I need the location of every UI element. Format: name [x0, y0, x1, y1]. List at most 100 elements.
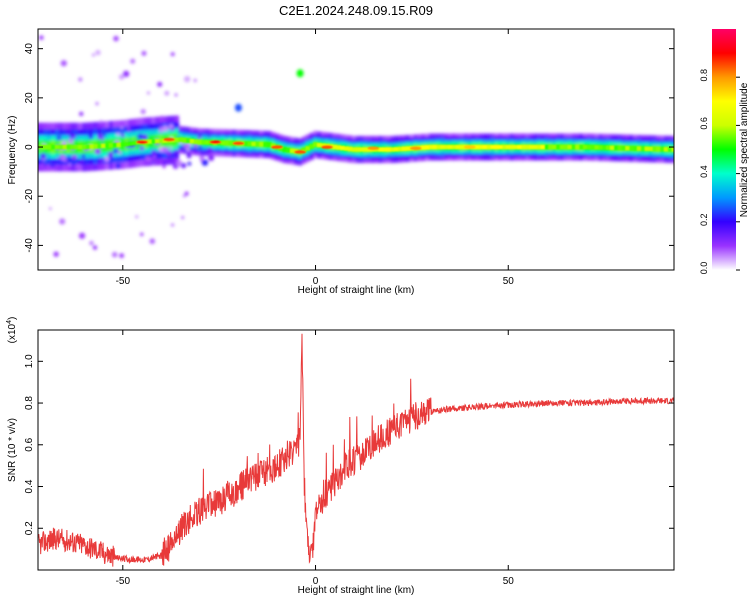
heatmap-ridge-cell	[590, 145, 596, 150]
heatmap-hotspot	[463, 145, 476, 149]
heatmap-noise-blob	[141, 50, 147, 56]
heatmap-noise-blob	[135, 215, 139, 219]
heatmap-hotspot	[490, 145, 503, 149]
heatmap-noise-blob	[69, 134, 74, 139]
heatmap-ridge-cell	[359, 147, 365, 152]
heatmap-ridge-cell	[81, 144, 87, 150]
heatmap-ridge-cell	[355, 147, 361, 152]
heatmap-noise-blob	[176, 161, 182, 167]
heatmap-noise-blob	[40, 152, 47, 160]
heatmap-ridge-cell	[174, 137, 180, 143]
heatmap-ridge-cell	[108, 143, 114, 148]
heatmap-noise-blob	[157, 151, 161, 155]
heatmap-noise-blob	[186, 153, 192, 159]
heatmap-noise-blob	[65, 156, 73, 163]
heatmap-noise-blob	[50, 162, 54, 166]
colorbar-tick-label: 0.6	[699, 117, 709, 130]
heatmap-ridge-cell	[228, 140, 234, 146]
heatmap-ridge-cell	[58, 144, 64, 150]
heatmap-noise-blob	[208, 136, 211, 139]
heatmap-noise-blob	[180, 145, 184, 149]
heatmap-ridge-cell	[559, 144, 565, 150]
heatmap-noise-blob	[171, 223, 174, 227]
snr-ylabel: SNR (10 * v/v)	[7, 418, 18, 482]
spectrogram-frame	[37, 28, 675, 271]
heatmap-noise-blob	[54, 159, 60, 164]
heatmap-ridge-cell	[85, 144, 91, 150]
heatmap-ridge-cell	[243, 141, 249, 146]
heatmap-ridge-cell	[101, 143, 106, 149]
heatmap-noise-blob	[172, 149, 180, 156]
heatmap-noise-blob	[60, 60, 67, 67]
heatmap-ridge-cell	[398, 146, 403, 152]
heatmap-noise-blob	[99, 158, 104, 163]
heatmap-ridge-cell	[124, 141, 129, 147]
heatmap-ridge-cell	[602, 145, 607, 150]
heatmap-noise-blob	[120, 133, 125, 138]
heatmap-ridge-cell	[390, 147, 395, 152]
heatmap-noise-blob	[81, 154, 86, 159]
heatmap-noise-blob	[113, 148, 119, 154]
heatmap-ridge-cell	[189, 138, 195, 144]
heatmap-noise-blob	[92, 245, 98, 250]
heatmap-noise-blob	[183, 75, 191, 83]
heatmap-noise-blob	[118, 74, 125, 80]
colorbar-gradient	[712, 29, 736, 270]
heatmap-ridge-cell	[548, 144, 553, 150]
heatmap-hotspot	[136, 140, 149, 144]
spectrogram-xtick-label: 50	[503, 276, 515, 287]
spectrogram-ticks: -50 0 50 -40 -20 0 20 40	[24, 29, 674, 287]
heatmap-noise-blob	[126, 127, 131, 132]
heatmap-isolated-feature	[234, 103, 242, 112]
heatmap-ridge-cell	[159, 138, 164, 144]
heatmap-ridge-cell	[347, 146, 353, 152]
heatmap-noise-blob	[95, 49, 101, 56]
heatmap-ridge-cell	[613, 145, 619, 151]
heatmap-ridge-cell	[625, 146, 631, 151]
figure-title: C2E1.2024.248.09.15.R09	[279, 3, 433, 18]
colorbar-label: Normalized spectral amplitude	[739, 82, 750, 217]
heatmap-ridge-cell	[656, 146, 661, 152]
spectrogram-ylabel: Frequency (Hz)	[7, 116, 18, 185]
heatmap-ridge-cell	[529, 144, 534, 150]
snr-xtick-label: 0	[313, 576, 319, 587]
heatmap-noise-blob	[116, 132, 120, 137]
heatmap-ridge-cell	[644, 146, 650, 151]
heatmap-ridge-cell	[617, 145, 623, 151]
heatmap-ridge-cell	[544, 144, 550, 150]
snr-series-line	[38, 333, 674, 567]
heatmap-ridge-cell	[401, 146, 407, 151]
heatmap-ridge-cell	[671, 147, 674, 152]
heatmap-ridge-cell	[667, 147, 673, 152]
heatmap-noise-blob	[152, 161, 155, 164]
heatmap-ridge-cell	[151, 139, 156, 144]
colorbar-tick-label: 0.0	[699, 262, 709, 275]
heatmap-ridge-cell	[336, 145, 341, 150]
heatmap-ridge-cell	[305, 146, 311, 151]
heatmap-noise-blob	[61, 140, 67, 146]
heatmap-ridge-cell	[525, 144, 530, 150]
heatmap-hotspot	[409, 146, 422, 151]
heatmap-ridge-cell	[394, 147, 399, 152]
heatmap-ridge-cell	[606, 145, 611, 150]
heatmap-ridge-cell	[286, 147, 291, 153]
heatmap-ridge-cell	[540, 144, 546, 150]
heatmap-ridge-cell	[54, 144, 60, 150]
heatmap-ridge-cell	[386, 147, 392, 152]
heatmap-noise-blob	[181, 216, 185, 219]
heatmap-ridge-cell	[105, 143, 110, 148]
heatmap-noise-blob	[94, 148, 101, 155]
heatmap-ridge-cell	[255, 141, 261, 147]
heatmap-ridge-cell	[486, 144, 492, 150]
heatmap-noise-blob	[89, 240, 94, 246]
snr-xtick-label: -50	[116, 576, 131, 587]
snr-ticks: -50 0 50 0.2 0.4 0.6 0.8 1.0	[24, 330, 674, 587]
heatmap-hotspot	[232, 141, 245, 146]
heatmap-ridge-cell	[178, 137, 183, 142]
heatmap-noise-blob	[78, 77, 83, 82]
heatmap-noise-blob	[68, 163, 72, 167]
heatmap-noise-blob	[207, 147, 213, 153]
heatmap-noise-blob	[162, 125, 169, 132]
heatmap-hotspot	[270, 145, 283, 149]
spectrogram-ytick-label: 40	[24, 43, 35, 55]
